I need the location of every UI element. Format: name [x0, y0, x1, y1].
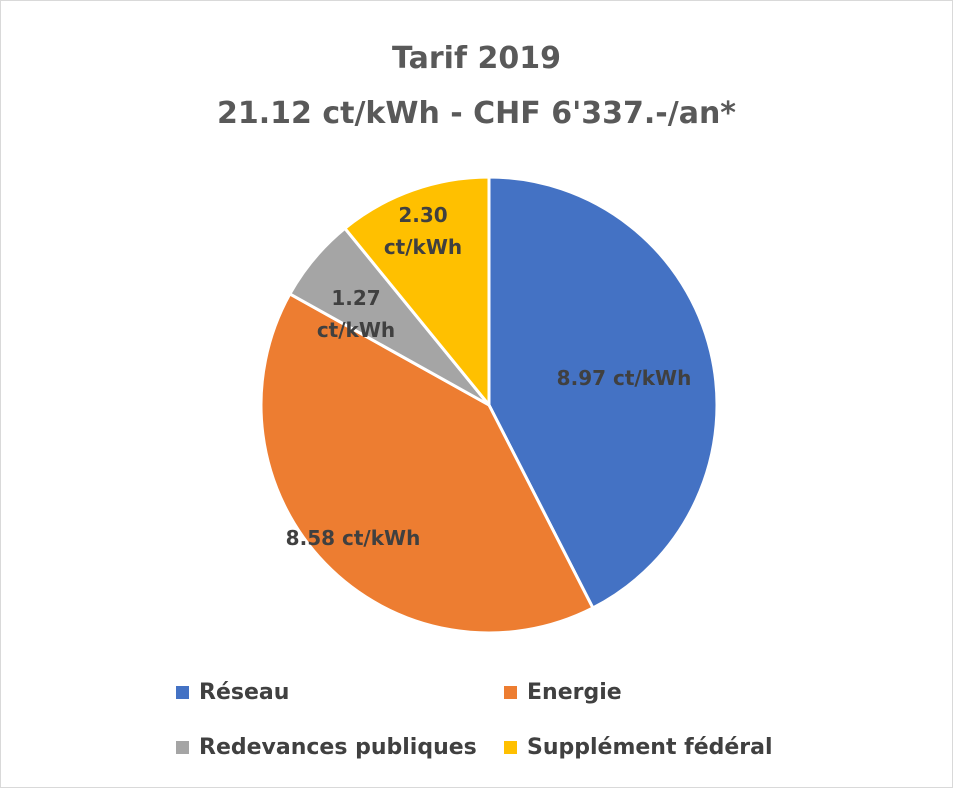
data-label: 8.97 ct/kWh	[556, 366, 692, 390]
legend-label: Redevances publiques	[199, 735, 477, 760]
legend-label: Supplément fédéral	[527, 735, 773, 760]
data-label: 1.27 ct/kWh	[316, 286, 396, 342]
legend-item: Energie	[504, 680, 622, 705]
legend-swatch	[176, 686, 189, 699]
pie-slice	[259, 291, 595, 635]
data-label: 2.30 ct/kWh	[383, 203, 463, 259]
chart-subtitle: 21.12 ct/kWh - CHF 6'337.-/an*	[217, 96, 736, 131]
legend-label: Réseau	[199, 680, 290, 705]
legend-item: Réseau	[176, 680, 289, 705]
legend-label: Energie	[527, 680, 622, 705]
chart-title: Tarif 2019	[392, 41, 561, 76]
data-label: 8.58 ct/kWh	[285, 526, 421, 550]
legend-item: Supplément fédéral	[504, 735, 773, 760]
legend-swatch	[176, 741, 189, 754]
pie-slice	[487, 175, 719, 610]
legend-item: Redevances publiques	[176, 735, 477, 760]
legend-swatch	[504, 741, 517, 754]
legend-swatch	[504, 686, 517, 699]
pie-slice	[342, 175, 491, 410]
